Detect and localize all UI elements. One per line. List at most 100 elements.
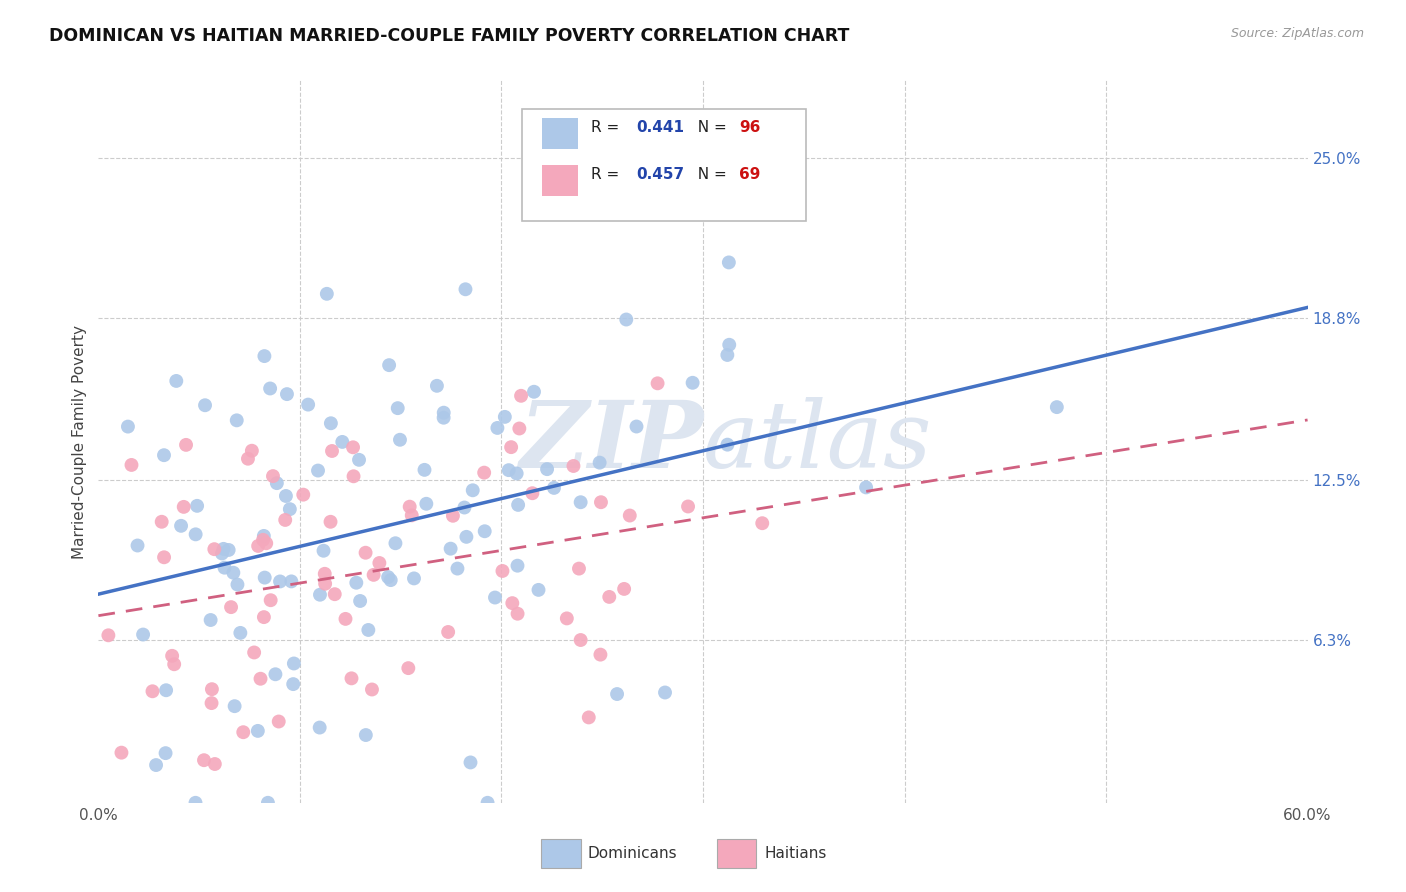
Point [676,500,699,514]
Point [342,469,364,483]
Point [278,502,301,516]
Point [368,556,391,570]
Point [315,286,337,301]
Point [253,349,276,363]
Point [855,480,877,494]
Point [588,456,610,470]
Point [274,513,297,527]
Text: N =: N = [689,167,733,182]
FancyBboxPatch shape [522,109,806,221]
Point [243,645,266,659]
Point [361,682,384,697]
Point [201,682,224,697]
Point [269,574,291,589]
Point [456,530,478,544]
Point [200,696,222,710]
Point [321,444,343,458]
Point [486,421,509,435]
Point [110,746,132,760]
Point [415,497,437,511]
Point [283,677,305,691]
Point [349,594,371,608]
Point [508,421,530,435]
Point [253,610,276,624]
Text: Dominicans: Dominicans [588,847,678,861]
Text: DOMINICAN VS HAITIAN MARRIED-COUPLE FAMILY POVERTY CORRELATION CHART: DOMINICAN VS HAITIAN MARRIED-COUPLE FAMI… [49,27,849,45]
Point [568,561,591,575]
Point [589,648,612,662]
Point [413,463,436,477]
Point [259,382,281,396]
Point [308,721,330,735]
Point [330,434,353,449]
FancyBboxPatch shape [543,165,578,196]
FancyBboxPatch shape [543,119,578,149]
Point [150,515,173,529]
Point [214,560,236,574]
Point [433,410,456,425]
Point [536,462,558,476]
Point [309,588,332,602]
Point [184,796,207,810]
Text: atlas: atlas [703,397,932,486]
Point [716,348,738,362]
Point [613,582,636,596]
Point [401,508,423,523]
Point [716,437,738,451]
Point [506,558,529,573]
Point [555,611,578,625]
Text: Haitians: Haitians [765,847,827,861]
Point [396,661,419,675]
Point [335,612,357,626]
Point [510,389,533,403]
Point [229,626,252,640]
Point [357,623,380,637]
Point [506,607,529,621]
Point [312,543,335,558]
Point [354,728,377,742]
Point [314,576,336,591]
Point [160,648,183,663]
Point [246,723,269,738]
Y-axis label: Married-Couple Family Poverty: Married-Couple Family Poverty [72,325,87,558]
Point [543,481,565,495]
Text: N =: N = [689,120,733,135]
Point [384,536,406,550]
Point [267,714,290,729]
Point [253,571,276,585]
Point [211,546,233,560]
Point [377,570,399,584]
Point [170,518,193,533]
Point [454,282,477,296]
Point [682,376,704,390]
Text: 96: 96 [740,120,761,135]
Point [494,409,516,424]
Point [319,417,342,431]
Point [498,463,520,477]
Point [654,685,676,699]
Point [200,613,222,627]
Point [461,483,484,498]
Point [121,458,143,472]
Point [484,591,506,605]
Point [606,687,628,701]
Point [193,753,215,767]
Point [1046,400,1069,414]
Text: R =: R = [591,120,624,135]
Point [257,796,280,810]
Point [249,672,271,686]
Point [274,489,297,503]
Point [446,561,468,575]
Point [562,458,585,473]
Point [569,633,592,648]
Point [252,533,274,547]
Point [97,628,120,642]
Point [477,796,499,810]
Point [292,488,315,502]
Point [378,358,401,372]
Point [578,710,600,724]
Point [247,539,270,553]
Point [297,398,319,412]
Point [240,443,263,458]
Point [163,657,186,672]
